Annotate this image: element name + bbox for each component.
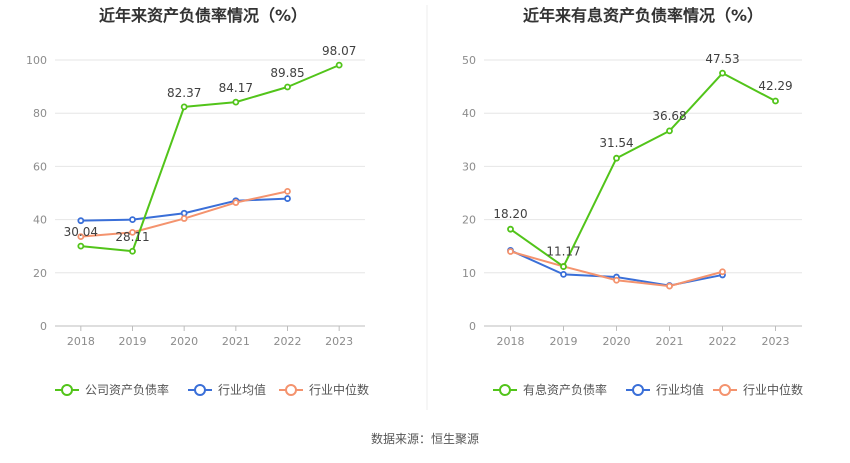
legend-label-0: 有息资产负债率 [523,382,607,397]
data-point [77,233,85,241]
data-point [129,228,136,236]
x-tick-label: 2020 [603,335,631,348]
data-point [772,97,779,105]
y-tick-label: 0 [40,320,47,333]
x-tick-label: 2018 [497,335,525,348]
data-point [666,127,673,135]
y-tick-label: 20 [462,214,476,227]
data-point [180,103,188,111]
data-point [666,282,673,290]
x-tick-label: 2023 [325,335,353,348]
data-point [129,216,136,224]
data-point [719,268,726,276]
data-label: 18.20 [493,207,527,221]
data-label: 84.17 [219,81,253,95]
y-tick-label: 10 [462,267,476,280]
data-point [284,195,291,202]
chart-panel-interest-debt-ratio: 近年来有息资产负债率情况（%） 0 10 20 30 40 50 2018 2019 2020 20… [462,6,803,397]
data-label: 42.29 [758,79,792,93]
y-tick-label: 40 [33,214,47,227]
legend-marker-2 [285,384,297,396]
x-tick-label: 2019 [119,335,147,348]
y-tick-label: 80 [33,107,47,120]
legend-label-1: 行业均值 [218,382,266,397]
y-tick-label: 100 [26,54,47,67]
chart-title: 近年来资产负债率情况（%） [99,6,307,25]
y-tick-label: 0 [469,320,476,333]
data-point [335,61,343,69]
x-tick-label: 2021 [656,335,684,348]
legend-marker-0 [499,384,511,396]
legend-label-2: 行业中位数 [743,382,803,397]
data-point [77,217,85,225]
data-point [77,242,85,250]
data-point [129,247,136,255]
data-point [507,248,514,255]
x-tick-label: 2021 [222,335,250,348]
legend-label-2: 行业中位数 [309,382,369,397]
data-label: 82.37 [167,86,201,100]
data-point [560,270,567,278]
data-point [284,188,291,195]
x-tick-label: 2022 [274,335,302,348]
data-label: 28.11 [115,230,149,244]
data-point [180,209,188,217]
y-tick-label: 60 [33,160,47,173]
data-label: 11.17 [546,245,580,259]
y-tick-label: 50 [462,54,476,67]
x-tick-label: 2023 [762,335,790,348]
data-label: 30.04 [64,225,98,239]
data-source-note: 数据来源：恒生聚源 [371,431,479,446]
y-tick-label: 30 [462,160,476,173]
x-tick-label: 2018 [67,335,95,348]
data-label: 31.54 [599,136,633,150]
legend-marker-0 [61,384,73,396]
series-line-0 [80,64,340,253]
legend-marker-2 [719,384,731,396]
legend-label-0: 公司资产负债率 [85,382,169,397]
legend-marker-1 [632,384,644,396]
x-tick-label: 2022 [709,335,737,348]
chart-title: 近年来有息资产负债率情况（%） [523,6,763,25]
data-label: 98.07 [322,44,356,58]
data-point [180,215,188,222]
data-point [507,225,514,233]
chart-panel-debt-ratio: 近年来资产负债率情况（%） 0 20 40 60 80 100 2018 2019 2020 202… [26,6,369,397]
data-label: 36.68 [652,109,686,123]
x-tick-label: 2019 [550,335,578,348]
data-point [232,98,240,106]
data-point [613,276,620,284]
data-label: 89.85 [270,66,304,80]
data-point [284,83,291,91]
y-tick-label: 40 [462,107,476,120]
data-point [613,154,620,162]
data-point [560,263,567,270]
data-point [232,199,240,206]
series-line-0 [509,72,776,268]
data-point [719,69,726,77]
data-label: 47.53 [705,52,739,66]
y-tick-label: 20 [33,267,47,280]
legend-label-1: 行业均值 [656,382,704,397]
legend-marker-1 [194,384,206,396]
x-tick-label: 2020 [170,335,198,348]
